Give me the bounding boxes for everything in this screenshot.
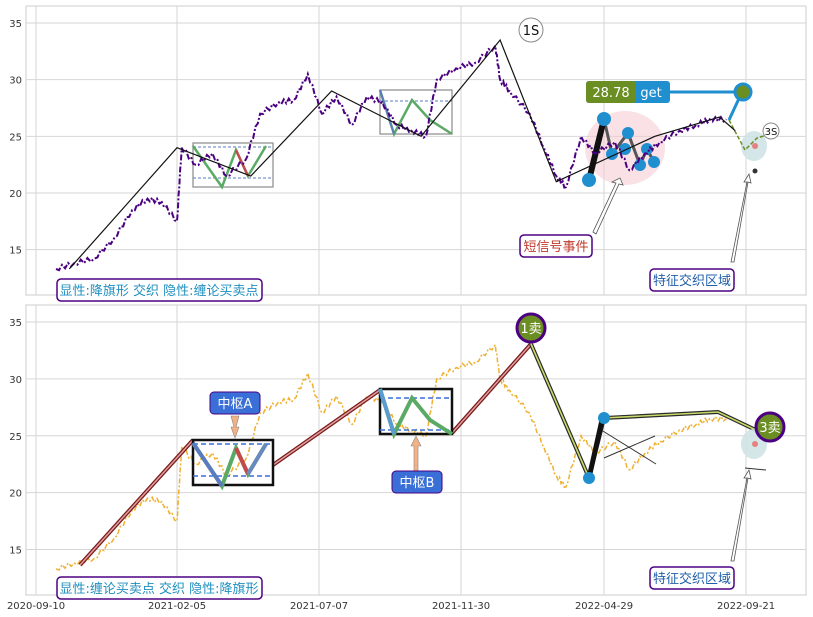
bottom-legend-text: 显性:缠论买卖点 交织 隐性:降旗形 — [59, 581, 258, 597]
bottom-feature-tick — [744, 467, 767, 471]
bottom-zhongshu-a-pointer — [230, 415, 240, 439]
bottom-zhongshu-a-blue-2 — [246, 442, 268, 476]
bottom-zhongshu-a-blue — [191, 441, 224, 488]
y-tick-label: 35 — [9, 19, 22, 30]
bottom-chart-panel: 15 20 25 30 35 2020-09-10 2021-02-05 2021-07-0… — [7, 304, 807, 612]
top-decorations — [191, 17, 780, 263]
top-zhongshu-box-a — [192, 142, 274, 188]
bottom-y-tick-labels: 15 20 25 30 35 — [9, 318, 22, 556]
top-feature-dashed-line — [728, 119, 768, 152]
y-tick-label: 20 — [9, 489, 22, 500]
y-tick-label: 30 — [9, 76, 22, 87]
bottom-channel-line — [603, 435, 656, 459]
bottom-zhongshu-b-label: 中枢B — [400, 476, 435, 491]
top-legend-box — [56, 278, 263, 302]
top-target-value-badge — [586, 81, 636, 103]
top-3s-label: 3S — [765, 127, 778, 138]
top-3s-marker — [762, 122, 780, 140]
y-tick-label: 35 — [9, 318, 22, 329]
top-short-signal-label: 短信号事件 — [523, 240, 588, 255]
bottom-zhongshu-b-blue — [378, 388, 396, 435]
bottom-zhongshu-b-box — [391, 470, 443, 494]
y-tick-label: 25 — [9, 432, 22, 443]
top-target-circle — [733, 82, 753, 102]
y-tick-label: 30 — [9, 375, 22, 386]
top-y-tick-labels: 15 20 25 30 35 — [9, 19, 22, 257]
top-feature-label: 特征交织区域 — [653, 273, 731, 289]
top-zhongshu-b-blue-stroke — [379, 89, 395, 135]
bottom-thick-stroke — [586, 419, 605, 479]
bottom-feature-dot — [752, 441, 758, 447]
bottom-decorations — [78, 312, 786, 567]
x-tick-labels: 2020-09-10 2021-02-05 2021-07-07 2021-11-30… — [7, 601, 775, 612]
y-tick-label: 25 — [9, 132, 22, 143]
bottom-zhongshu-a-label: 中枢A — [218, 397, 253, 412]
bottom-feature-pointer — [730, 468, 752, 562]
top-feature-dot — [752, 143, 758, 149]
top-signal-dot — [597, 112, 611, 126]
top-legend-text: 显性:降旗形 交织 隐性:缠论买卖点 — [59, 283, 258, 299]
top-grid — [26, 6, 806, 295]
x-tick-label: 2022-04-29 — [575, 601, 633, 612]
bottom-zhongshu-a-box — [209, 391, 261, 415]
x-tick-label: 2021-11-30 — [432, 601, 490, 612]
y-tick-label: 15 — [9, 246, 22, 257]
top-1s-label: 1S — [523, 24, 540, 39]
bottom-1-sell-marker — [515, 312, 547, 344]
x-tick-label: 2020-09-10 — [7, 601, 65, 612]
top-target-label: get — [640, 86, 661, 101]
bottom-trend-seg-3-inner — [451, 343, 532, 434]
top-signal-dot — [582, 173, 596, 187]
y-tick-label: 15 — [9, 546, 22, 557]
y-tick-label: 20 — [9, 189, 22, 200]
bottom-zhongshu-box-b — [378, 387, 454, 436]
bottom-zhongshu-a-red — [234, 447, 250, 475]
x-tick-label: 2021-02-05 — [148, 601, 206, 612]
top-zhongshu-a-red-stroke — [234, 149, 250, 177]
bottom-channel-line — [597, 427, 657, 465]
top-short-signal-thick-stroke — [586, 118, 607, 181]
x-tick-label: 2022-09-21 — [717, 601, 775, 612]
top-short-signal-pointer — [592, 177, 624, 235]
bottom-3-sell-marker — [754, 411, 786, 443]
top-feature-box — [649, 268, 735, 292]
top-signal-dot — [622, 127, 634, 139]
top-trend-line — [68, 38, 736, 270]
bottom-signal-dot — [583, 472, 595, 484]
bottom-zhongshu-b-pointer — [410, 435, 422, 472]
top-plot-area — [25, 5, 807, 296]
bottom-signal-dot — [598, 412, 610, 424]
bottom-trend-seg-2-inner — [272, 389, 381, 466]
bottom-1-sell-label: 1卖 — [520, 322, 541, 337]
bottom-feature-label: 特征交织区域 — [653, 571, 731, 587]
top-signal-dot — [634, 159, 646, 171]
bottom-trend-seg-1-inner — [79, 439, 194, 566]
top-chart-panel: 15 20 25 30 35 — [9, 5, 807, 302]
top-target-value: 28.78 — [592, 86, 629, 101]
top-signal-dot — [648, 156, 660, 168]
bottom-zhongshu-box-a — [191, 438, 275, 487]
top-price-series — [55, 42, 728, 272]
top-feature-marker — [752, 168, 758, 174]
top-1s-marker — [518, 17, 544, 43]
bottom-3-sell-label: 3卖 — [759, 421, 780, 436]
top-short-signal-box — [519, 234, 593, 258]
x-tick-label: 2021-07-07 — [290, 601, 348, 612]
bottom-legend-box — [56, 576, 263, 600]
bottom-feature-box — [649, 566, 735, 590]
top-feature-pointer — [730, 172, 752, 263]
